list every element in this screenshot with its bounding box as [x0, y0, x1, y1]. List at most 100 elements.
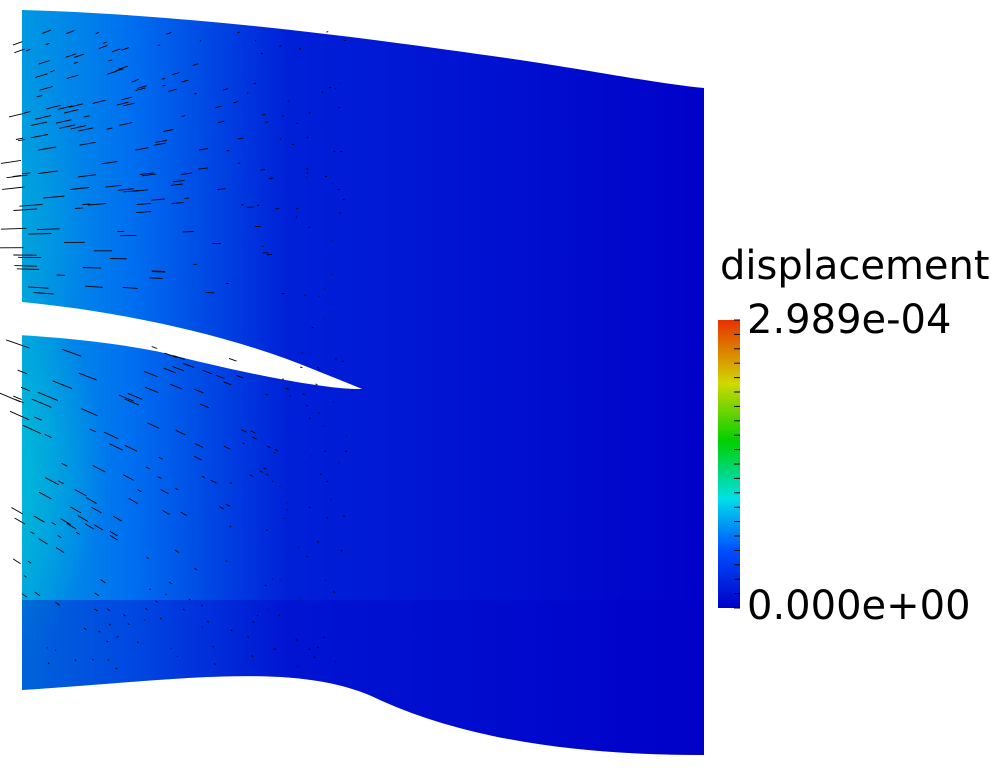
arrow-glyph	[0, 392, 21, 403]
arrow-glyph	[163, 129, 174, 133]
arrow-glyph	[340, 549, 343, 552]
arrow-glyph	[47, 662, 50, 665]
arrow-glyph	[30, 121, 48, 127]
arrow-glyph	[260, 169, 266, 171]
arrow-glyph	[28, 233, 52, 235]
arrow-glyph	[264, 584, 267, 587]
arrow-glyph	[173, 355, 186, 361]
arrow-glyph	[127, 623, 130, 626]
arrow-glyph	[142, 173, 156, 177]
arrow-glyph	[31, 398, 52, 408]
arrow-glyph	[74, 659, 77, 662]
arrow-glyph	[259, 470, 264, 473]
arrow-glyph	[265, 121, 269, 123]
arrow-glyph	[296, 665, 298, 668]
arrow-glyph	[23, 575, 27, 578]
arrow-glyph	[147, 422, 160, 429]
arrow-glyph	[85, 497, 98, 504]
arrow-glyph	[289, 395, 291, 397]
arrow-glyph-field	[0, 29, 348, 670]
arrow-glyph	[318, 368, 321, 371]
arrow-glyph	[79, 141, 96, 146]
arrow-glyph	[192, 63, 199, 66]
arrow-glyph	[93, 524, 104, 531]
arrow-glyph	[54, 649, 57, 651]
arrow-glyph	[43, 195, 65, 199]
arrow-glyph	[154, 142, 166, 146]
arrow-glyph	[188, 598, 191, 601]
arrow-glyph	[155, 139, 167, 143]
arrow-glyph	[271, 480, 274, 482]
arrow-glyph	[94, 608, 98, 612]
arrow-glyph	[65, 30, 75, 35]
arrow-glyph	[251, 654, 254, 657]
arrow-glyph	[223, 445, 231, 450]
arrow-glyph	[319, 473, 323, 476]
arrow-glyph	[145, 607, 148, 611]
arrow-glyph	[122, 474, 135, 481]
arrow-glyph	[170, 383, 182, 390]
arrow-glyph	[57, 480, 64, 485]
arrow-glyph	[299, 366, 303, 369]
arrow-glyph	[305, 404, 309, 407]
arrow-glyph	[66, 523, 77, 530]
arrow-glyph	[274, 448, 278, 452]
arrow-glyph	[19, 203, 43, 207]
arrow-glyph	[277, 613, 281, 616]
arrow-glyph	[128, 498, 139, 504]
arrow-glyph	[249, 474, 254, 477]
arrow-glyph	[322, 636, 325, 639]
arrow-glyph	[334, 661, 337, 663]
arrow-glyph	[139, 172, 154, 176]
arrow-glyph	[251, 436, 257, 440]
arrow-glyph	[337, 106, 341, 109]
arrow-glyph	[106, 127, 113, 130]
arrow-glyph	[172, 366, 185, 372]
arrow-glyph	[236, 374, 244, 379]
arrow-glyph	[182, 608, 185, 611]
arrow-glyph	[0, 227, 27, 230]
arrow-glyph	[164, 352, 177, 358]
arrow-glyph	[38, 391, 59, 402]
arrow-glyph	[123, 189, 139, 193]
arrow-glyph	[2, 186, 25, 190]
arrow-glyph	[44, 433, 52, 439]
arrow-glyph	[215, 374, 225, 379]
arrow-glyph	[329, 86, 332, 89]
legend-title: displacement	[720, 243, 990, 289]
arrow-glyph	[305, 555, 309, 558]
arrow-glyph	[78, 372, 97, 381]
arrow-glyph	[30, 133, 49, 139]
arrow-glyph	[199, 403, 210, 409]
arrow-glyph	[77, 174, 96, 178]
arrow-glyph	[9, 410, 30, 421]
arrow-glyph	[172, 72, 180, 76]
arrow-glyph	[151, 346, 158, 349]
arrow-glyph	[8, 112, 25, 118]
arrow-glyph	[149, 588, 152, 590]
arrow-glyph	[152, 271, 166, 273]
arrow-glyph	[223, 88, 229, 91]
arrow-glyph	[87, 203, 107, 206]
arrow-glyph	[266, 473, 270, 476]
arrow-glyph	[13, 208, 38, 211]
arrow-glyph	[124, 444, 138, 452]
arrow-glyph	[73, 61, 79, 64]
arrow-glyph	[159, 617, 162, 620]
arrow-glyph	[115, 667, 118, 670]
arrow-glyph	[84, 523, 95, 530]
arrow-glyph	[46, 104, 61, 110]
arrow-glyph	[170, 648, 172, 650]
arrow-glyph	[60, 518, 71, 525]
arrow-glyph	[124, 398, 139, 406]
arrow-glyph	[216, 188, 226, 191]
arrow-glyph	[144, 386, 159, 394]
arrow-glyph	[334, 358, 337, 360]
arrow-glyph	[240, 429, 247, 433]
arrow-glyph	[127, 392, 143, 400]
arrow-glyph	[302, 393, 305, 395]
arrow-glyph	[57, 535, 62, 539]
color-legend-ticks	[734, 319, 740, 609]
arrow-glyph	[242, 442, 245, 445]
